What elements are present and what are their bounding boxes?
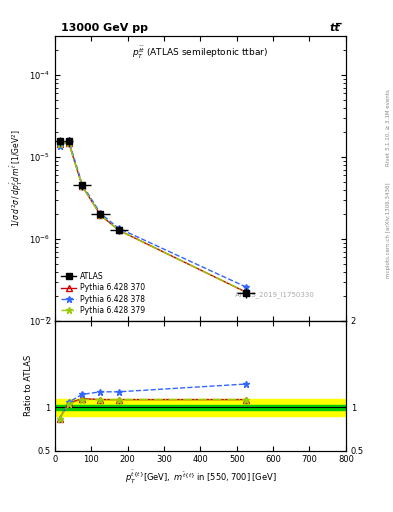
Pythia 6.428 370 (66, 139, 71, 145)
Pythia 6.428 378 (66, 137, 71, 143)
Text: ATLAS_2019_I1750330: ATLAS_2019_I1750330 (235, 291, 315, 298)
Y-axis label: $1/\sigma\,d^2\sigma\,/\,dp_T^{\bar{t}}d\,m^{\bar{t}}\,[1/\mathrm{GeV}^2]$: $1/\sigma\,d^2\sigma\,/\,dp_T^{\bar{t}}d… (9, 130, 25, 227)
Text: mcplots.cern.ch [arXiv:1306.3436]: mcplots.cern.ch [arXiv:1306.3436] (386, 183, 391, 278)
Text: Rivet 3.1.10, ≥ 3.1M events: Rivet 3.1.10, ≥ 3.1M events (386, 90, 391, 166)
Pythia 6.428 379 (57, 141, 62, 147)
Pythia 6.428 379 (244, 289, 248, 295)
Pythia 6.428 379 (80, 183, 84, 189)
Pythia 6.428 379 (66, 139, 71, 145)
Pythia 6.428 370 (98, 212, 103, 218)
Bar (55, 399, 346, 416)
Pythia 6.428 370 (116, 227, 121, 233)
Pythia 6.428 378 (80, 182, 84, 188)
Pythia 6.428 370 (244, 289, 248, 295)
Pythia 6.428 379 (98, 212, 103, 218)
X-axis label: $p_T^{\bar{t}\{t\}}[\mathrm{GeV}],\;m^{\bar{t}\{t\}}\;\mathrm{in}\;[550,700]\;[\: $p_T^{\bar{t}\{t\}}[\mathrm{GeV}],\;m^{\… (125, 468, 276, 486)
Pythia 6.428 378 (98, 210, 103, 217)
Text: tt̅: tt̅ (329, 23, 340, 33)
Pythia 6.428 370 (57, 141, 62, 147)
Pythia 6.428 378 (116, 225, 121, 231)
Pythia 6.428 379 (116, 227, 121, 233)
Pythia 6.428 370 (80, 183, 84, 189)
Text: $p_T^{\bar{t}\bar{t}}$ (ATLAS semileptonic ttbar): $p_T^{\bar{t}\bar{t}}$ (ATLAS semilepton… (132, 45, 268, 60)
Pythia 6.428 378 (57, 143, 62, 150)
Pythia 6.428 378 (244, 284, 248, 290)
Legend: ATLAS, Pythia 6.428 370, Pythia 6.428 378, Pythia 6.428 379: ATLAS, Pythia 6.428 370, Pythia 6.428 37… (59, 270, 148, 317)
Line: Pythia 6.428 379: Pythia 6.428 379 (56, 139, 249, 295)
Bar (55, 405, 346, 410)
Line: Pythia 6.428 370: Pythia 6.428 370 (57, 140, 249, 295)
Line: Pythia 6.428 378: Pythia 6.428 378 (56, 137, 249, 290)
Y-axis label: Ratio to ATLAS: Ratio to ATLAS (24, 355, 33, 416)
Text: 13000 GeV pp: 13000 GeV pp (61, 23, 148, 33)
